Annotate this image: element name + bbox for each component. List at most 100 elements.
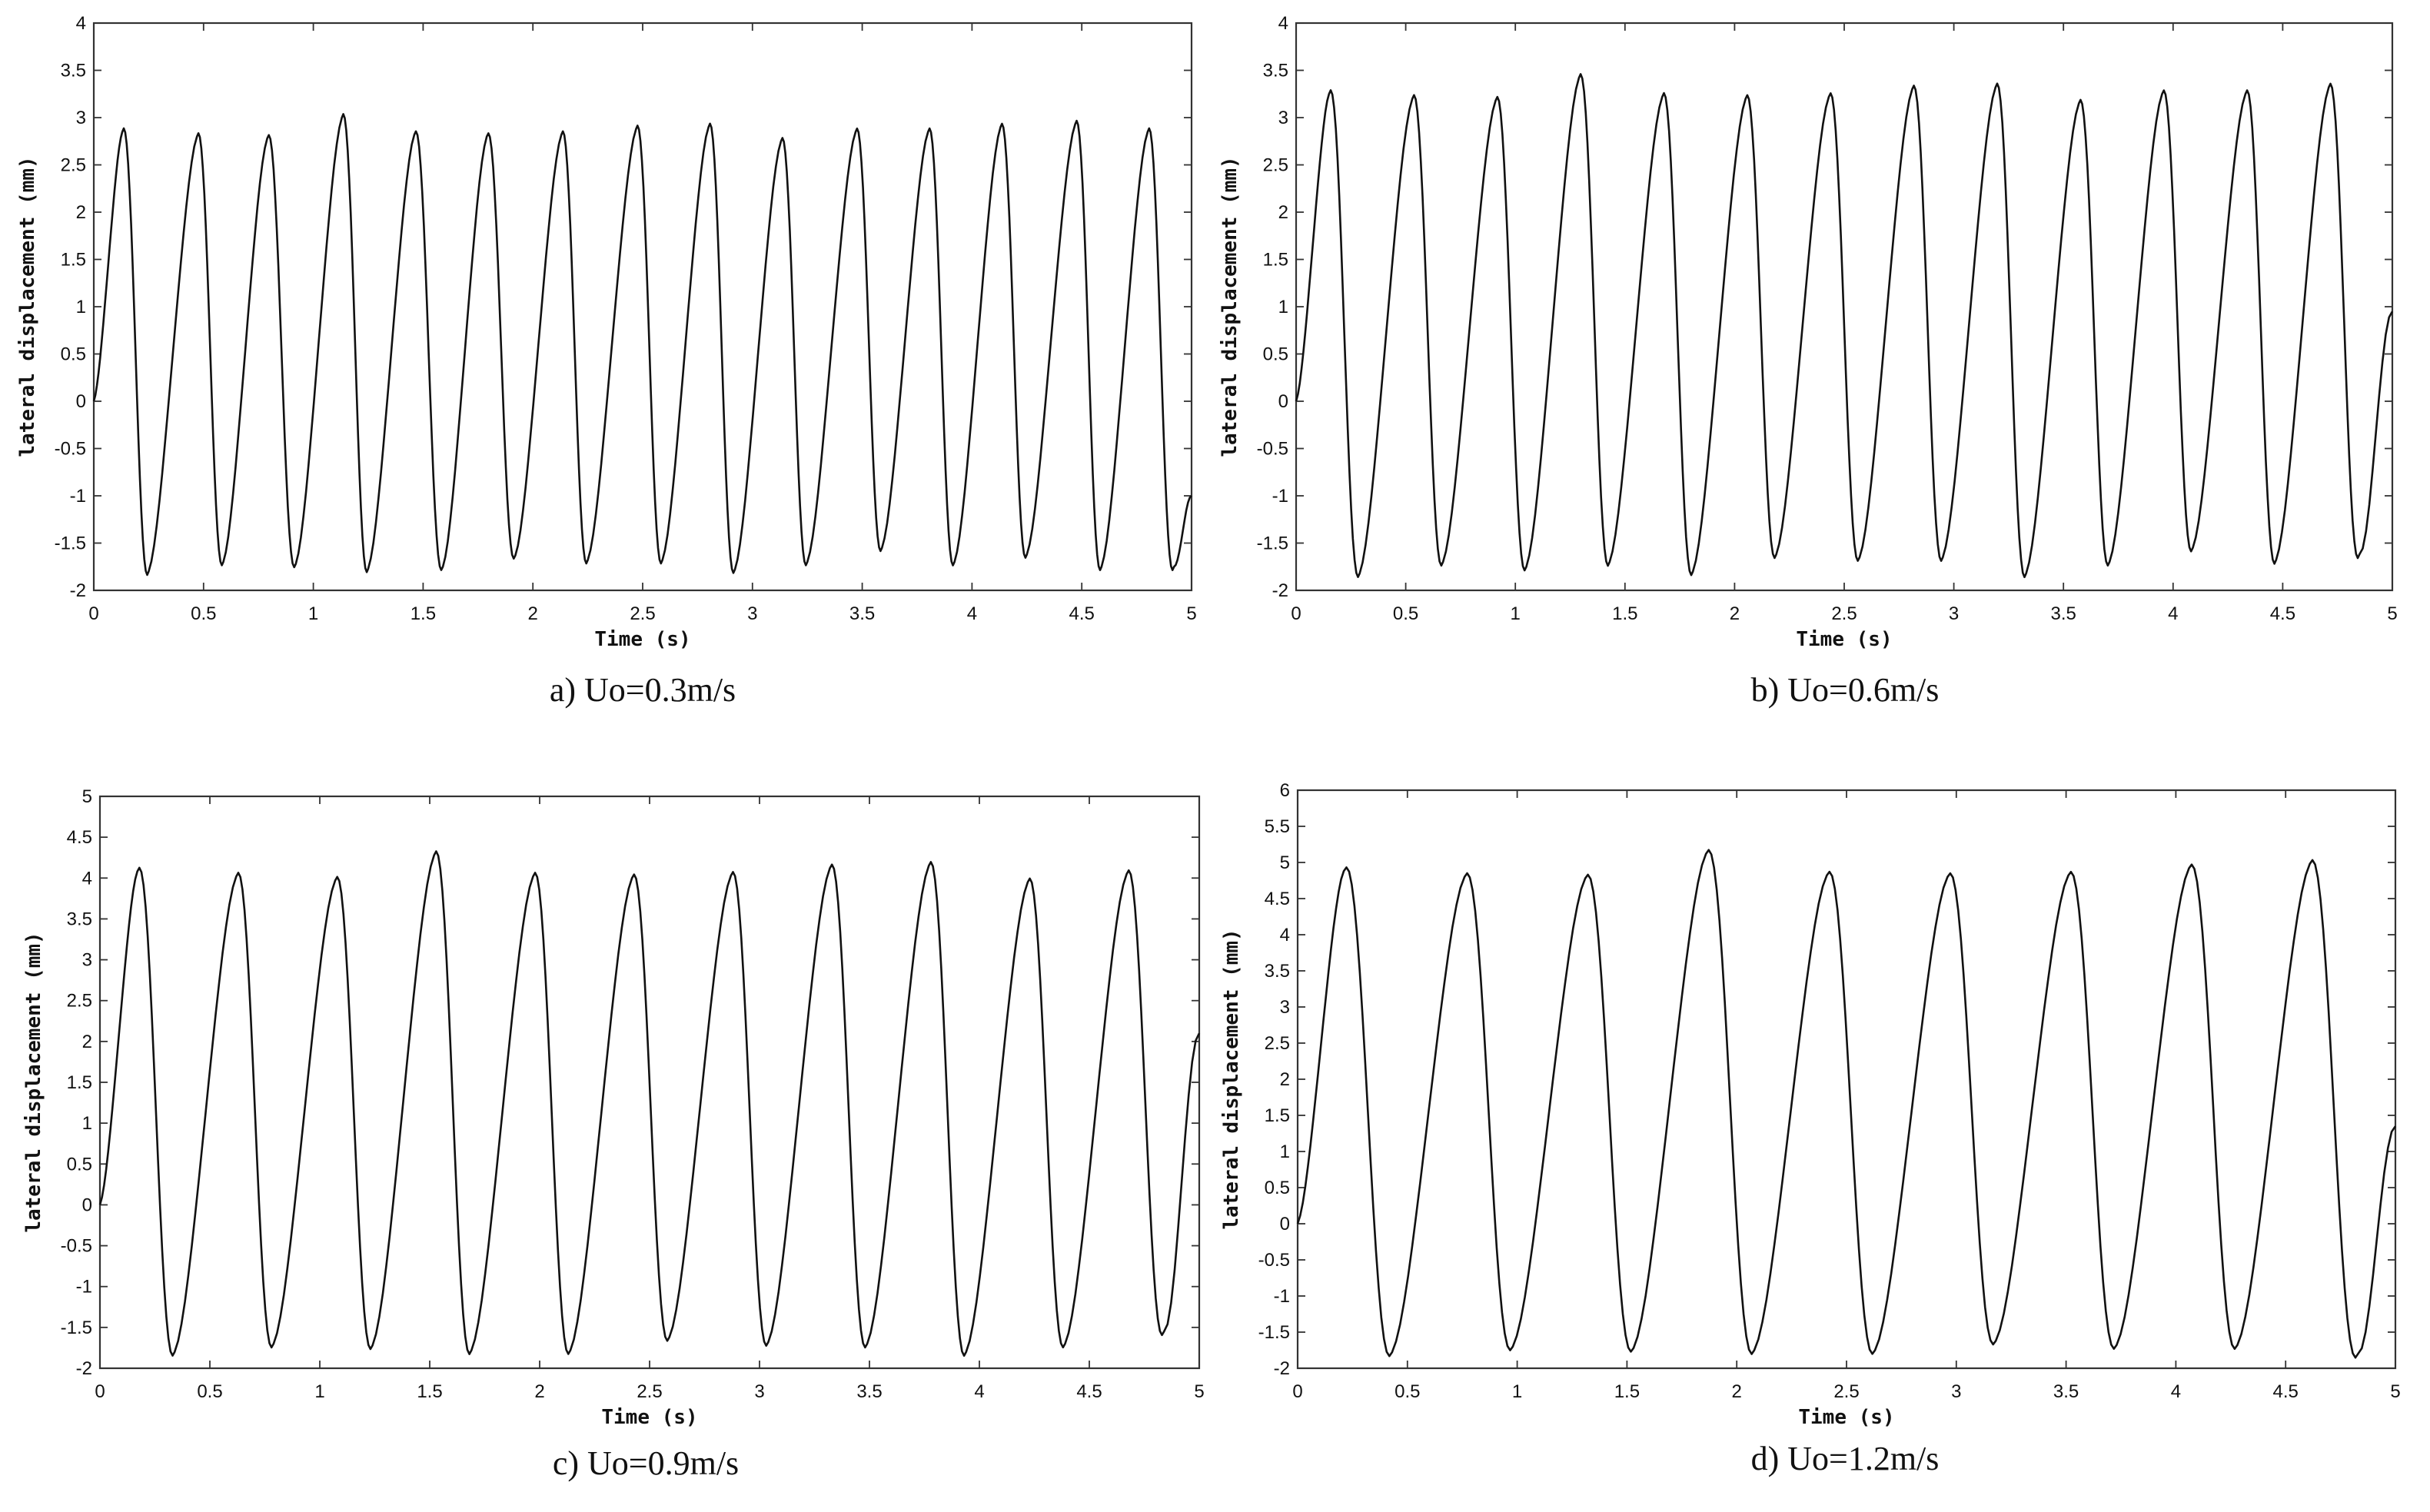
y-tick-label: -2 [1274,1358,1290,1379]
y-tick-label: 0.5 [61,344,86,365]
x-tick-label: 3.5 [856,1381,882,1402]
y-tick-label: 1.5 [1265,1105,1290,1126]
displacement-series-line [92,113,1192,577]
y-tick-label: 6 [1280,780,1290,801]
y-tick-label: 0 [76,391,86,412]
y-tick-label: 0.5 [67,1154,92,1175]
x-tick-label: 3 [754,1381,764,1402]
y-tick-label: 5 [1280,852,1290,873]
x-tick-label: 4 [967,603,977,624]
x-tick-label: 2 [1730,603,1740,624]
chart-panel-1: 0 0.5 1 1.5 2 2.5 3 3.5 4 4.5 5 -2 -1.5 -1 -0.5 0 0.5 1 1.… [16,13,1197,709]
chart-panel-3: 0 0.5 1 1.5 2 2.5 3 3.5 4 4.5 5 -2 -1.5 -1 -0.5 0 0.5 1 1.… [22,786,1205,1482]
plot-frame [1296,789,2397,1370]
y-tick-label: -2 [1272,580,1288,601]
x-tick-label: 4.5 [2270,603,2295,624]
y-tick-label: 2.5 [67,991,92,1012]
y-tick-label: 1.5 [1263,250,1288,271]
y-tick-label: 4.5 [1265,889,1290,909]
x-tick-label: 0.5 [191,603,216,624]
chart-panel-4: 0 0.5 1 1.5 2 2.5 3 3.5 4 4.5 5 -2 -1.5 -1 -0.5 0 0.5 1 1.… [1220,780,2401,1477]
y-tick-label: 1.5 [61,250,86,271]
x-tick-label: 2.5 [630,603,655,624]
y-tick-label: -1.5 [55,533,86,554]
x-tick-label: 1 [314,1381,324,1402]
x-tick-label: 2 [534,1381,544,1402]
panel-caption: d) Uo=1.2m/s [1751,1440,1940,1477]
y-tick-label: 3 [1280,997,1290,1018]
y-tick-label: -0.5 [55,439,86,460]
chart-panel-2: 0 0.5 1 1.5 2 2.5 3 3.5 4 4.5 5 -2 -1.5 -1 -0.5 0 0.5 1 1.… [1218,13,2398,709]
x-tick-label: 5 [1186,603,1196,624]
y-tick-label: 1.5 [67,1072,92,1093]
y-tick-label: 0 [82,1195,92,1215]
x-axis-label: Time (s) [1796,628,1892,651]
y-tick-label: -1.5 [1257,533,1288,554]
x-tick-label: 4 [2168,603,2178,624]
x-tick-label: 4.5 [1069,603,1095,624]
y-tick-label: 4 [1278,13,1288,34]
y-axis-label: lateral displacement (mm) [1218,156,1242,457]
y-tick-label: -1.5 [61,1318,92,1338]
x-tick-label: 0.5 [1393,603,1418,624]
x-tick-label: 1.5 [417,1381,442,1402]
y-tick-label: 4 [76,13,86,34]
x-tick-label: 0 [95,1381,105,1402]
y-tick-label: 0 [1280,1214,1290,1235]
y-tick-label: 2.5 [61,155,86,176]
y-tick-label: 2.5 [1263,155,1288,176]
x-tick-label: 0 [1291,603,1301,624]
y-tick-label: 3 [1278,108,1288,128]
y-tick-label: 1 [1280,1141,1290,1162]
x-tick-label: 3 [747,603,757,624]
y-tick-label: 3.5 [1263,61,1288,81]
x-tick-label: 3.5 [2051,603,2076,624]
x-tick-label: 3 [1951,1381,1961,1402]
x-axis-label: Time (s) [594,628,690,651]
x-tick-label: 5 [2390,1381,2400,1402]
x-tick-label: 5 [2387,603,2397,624]
x-tick-label: 5 [1194,1381,1204,1402]
x-tick-label: 1 [1511,603,1521,624]
y-tick-label: 4 [1280,925,1290,945]
y-tick-label: 1 [1278,297,1288,317]
x-tick-label: 1 [308,603,318,624]
y-tick-label: 1 [76,297,86,317]
y-tick-label: 4.5 [67,827,92,848]
y-tick-label: 3.5 [1265,961,1290,982]
y-tick-label: -0.5 [1257,439,1288,460]
displacement-series-line [98,850,1201,1357]
y-tick-label: 3 [76,108,86,128]
x-tick-label: 0.5 [197,1381,222,1402]
y-tick-label: -2 [76,1358,92,1379]
x-tick-label: 2 [1732,1381,1742,1402]
y-tick-label: 0 [1278,391,1288,412]
y-tick-label: 0.5 [1265,1178,1290,1198]
y-tick-label: 5 [82,786,92,807]
panel-caption: a) Uo=0.3m/s [550,671,736,709]
x-tick-label: 0 [1292,1381,1302,1402]
x-tick-label: 4.5 [2273,1381,2299,1402]
displacement-series-line [1296,849,2397,1359]
x-tick-label: 2.5 [1833,1381,1859,1402]
y-tick-label: 2 [1280,1069,1290,1090]
y-tick-label: 1 [82,1113,92,1134]
x-tick-label: 4 [974,1381,984,1402]
y-tick-label: 3 [82,950,92,971]
y-tick-label: -2 [70,580,86,601]
y-tick-label: -0.5 [61,1236,92,1257]
x-tick-label: 0 [88,603,98,624]
x-tick-label: 2 [528,603,538,624]
x-tick-label: 1.5 [411,603,436,624]
y-tick-label: 4 [82,868,92,889]
x-axis-label: Time (s) [1798,1406,1894,1429]
y-tick-label: -1 [1274,1286,1290,1307]
panel-caption: b) Uo=0.6m/s [1751,671,1940,709]
y-axis-label: lateral displacement (mm) [1220,929,1243,1229]
y-tick-label: 2 [82,1032,92,1052]
x-tick-label: 3 [1949,603,1959,624]
x-tick-label: 2.5 [637,1381,662,1402]
x-tick-label: 1.5 [1614,1381,1640,1402]
plot-frame [92,22,1193,592]
displacement-series-line [1295,73,2394,579]
